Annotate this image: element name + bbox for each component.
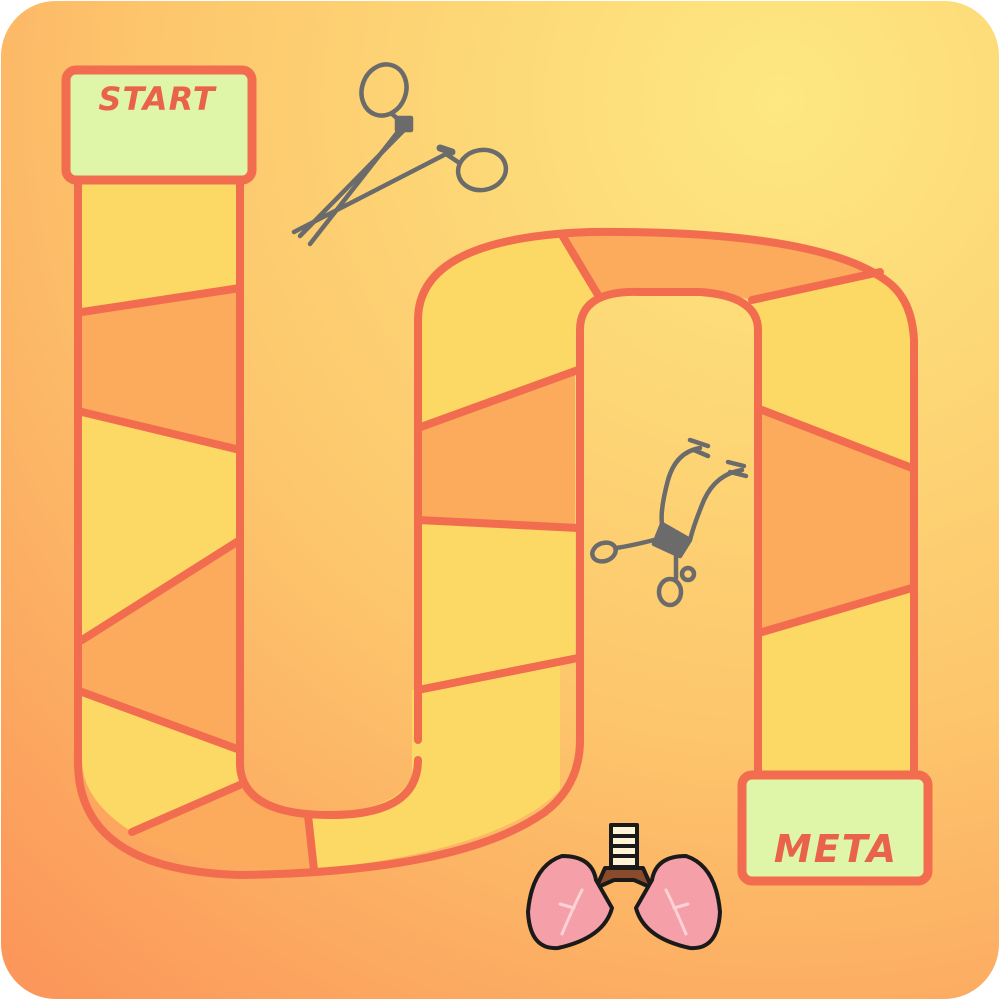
start-space[interactable]: START (61, 65, 257, 185)
surgical-retractor-icon (590, 437, 749, 608)
board-space[interactable] (82, 412, 240, 640)
board-space[interactable] (82, 288, 240, 450)
surgical-scissors-icon (291, 62, 509, 247)
finish-space[interactable]: META (737, 770, 933, 886)
board-space[interactable] (562, 232, 878, 300)
board-space[interactable] (82, 692, 242, 832)
board-space[interactable] (82, 540, 240, 750)
board-space[interactable] (82, 180, 240, 312)
start-label: START (98, 80, 216, 118)
lungs-icon (526, 823, 722, 951)
board-space[interactable] (762, 588, 910, 778)
board-space[interactable] (762, 410, 910, 632)
board-space[interactable] (418, 235, 598, 428)
lungs-detail (558, 888, 690, 936)
board-path-outline (74, 176, 918, 879)
board-space[interactable] (418, 370, 575, 528)
board-space[interactable] (416, 660, 560, 800)
finish-label: META (774, 827, 898, 871)
board-space[interactable] (418, 520, 575, 690)
board-path (82, 180, 910, 870)
